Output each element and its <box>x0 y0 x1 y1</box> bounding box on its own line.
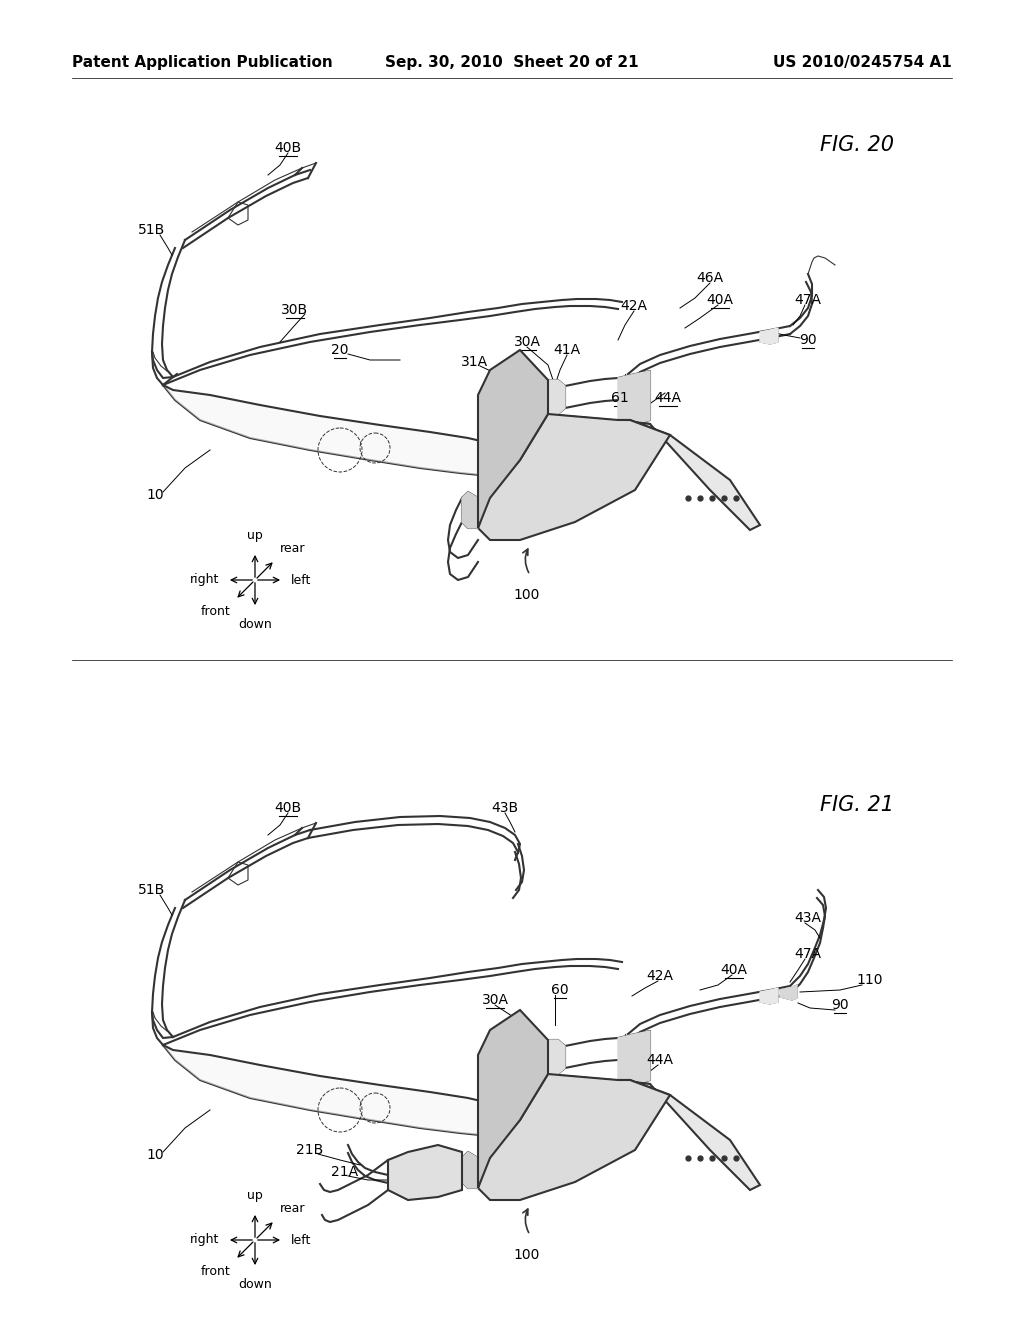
Text: up: up <box>247 529 263 543</box>
Text: 110: 110 <box>857 973 884 987</box>
Text: 40A: 40A <box>707 293 733 308</box>
Polygon shape <box>548 1040 565 1074</box>
Text: 90: 90 <box>831 998 849 1012</box>
Text: 41A: 41A <box>553 343 581 356</box>
Polygon shape <box>163 385 545 477</box>
Text: 40A: 40A <box>721 964 748 977</box>
Polygon shape <box>618 420 760 531</box>
Text: 40B: 40B <box>274 801 301 814</box>
Polygon shape <box>478 350 548 528</box>
Polygon shape <box>163 1045 545 1137</box>
Polygon shape <box>618 371 650 424</box>
Text: 30A: 30A <box>481 993 509 1007</box>
Text: 42A: 42A <box>621 300 647 313</box>
Text: 30B: 30B <box>282 304 308 317</box>
Text: 100: 100 <box>514 1247 541 1262</box>
Text: 47A: 47A <box>795 946 821 961</box>
Text: down: down <box>239 1278 272 1291</box>
Text: 43B: 43B <box>492 801 518 814</box>
Polygon shape <box>478 414 670 540</box>
Text: 51B: 51B <box>138 223 166 238</box>
Polygon shape <box>760 327 778 345</box>
Polygon shape <box>548 380 565 414</box>
Text: 31A: 31A <box>462 355 488 370</box>
Polygon shape <box>478 1010 548 1188</box>
Text: front: front <box>201 605 230 618</box>
Text: rear: rear <box>280 1203 305 1216</box>
Text: Patent Application Publication: Patent Application Publication <box>72 54 333 70</box>
Text: 40B: 40B <box>274 141 301 154</box>
Text: right: right <box>189 1233 219 1246</box>
Text: 100: 100 <box>514 587 541 602</box>
Text: 30A: 30A <box>513 335 541 348</box>
Text: left: left <box>291 573 311 586</box>
Text: 21B: 21B <box>296 1143 324 1158</box>
Text: 44A: 44A <box>646 1053 674 1067</box>
Polygon shape <box>478 1074 670 1200</box>
Text: 10: 10 <box>146 488 164 502</box>
Text: 43A: 43A <box>795 911 821 925</box>
Text: 42A: 42A <box>646 969 674 983</box>
Polygon shape <box>618 1031 650 1084</box>
Text: 47A: 47A <box>795 293 821 308</box>
Text: US 2010/0245754 A1: US 2010/0245754 A1 <box>773 54 952 70</box>
Text: up: up <box>247 1189 263 1203</box>
Text: 44A: 44A <box>654 391 682 405</box>
Text: 51B: 51B <box>138 883 166 898</box>
Polygon shape <box>462 1152 478 1188</box>
Polygon shape <box>618 1080 760 1191</box>
Text: 21A: 21A <box>332 1166 358 1179</box>
Text: FIG. 20: FIG. 20 <box>820 135 894 154</box>
Polygon shape <box>760 987 778 1005</box>
Text: down: down <box>239 618 272 631</box>
Polygon shape <box>462 492 478 528</box>
Text: front: front <box>201 1265 230 1278</box>
Text: left: left <box>291 1233 311 1246</box>
Polygon shape <box>388 1144 462 1200</box>
Text: 90: 90 <box>799 333 817 347</box>
Text: FIG. 21: FIG. 21 <box>820 795 894 814</box>
Text: right: right <box>189 573 219 586</box>
Polygon shape <box>780 985 797 1001</box>
Text: 46A: 46A <box>696 271 724 285</box>
Text: 20: 20 <box>331 343 349 356</box>
Text: 61: 61 <box>611 391 629 405</box>
Text: 60: 60 <box>551 983 568 997</box>
Text: Sep. 30, 2010  Sheet 20 of 21: Sep. 30, 2010 Sheet 20 of 21 <box>385 54 639 70</box>
Text: 10: 10 <box>146 1148 164 1162</box>
Text: rear: rear <box>280 543 305 556</box>
